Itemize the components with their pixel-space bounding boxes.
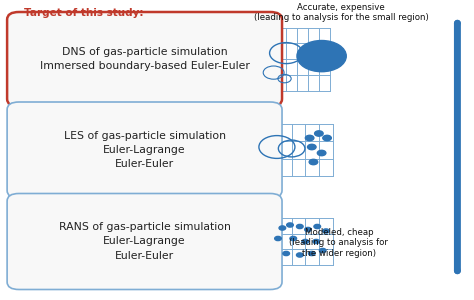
Text: Euler-Lagrange: Euler-Lagrange	[103, 145, 186, 155]
Text: Target of this study:: Target of this study:	[24, 8, 143, 17]
Circle shape	[279, 226, 286, 230]
Text: Euler-Lagrange: Euler-Lagrange	[103, 236, 186, 247]
Circle shape	[283, 251, 290, 256]
Circle shape	[319, 248, 326, 253]
Text: DNS of gas-particle simulation: DNS of gas-particle simulation	[62, 47, 228, 57]
Text: Euler-Euler: Euler-Euler	[115, 251, 174, 261]
Circle shape	[309, 251, 315, 256]
Circle shape	[317, 150, 326, 156]
Circle shape	[297, 40, 346, 72]
Circle shape	[323, 135, 331, 141]
Text: Accurate, expensive
(leading to analysis for the small region): Accurate, expensive (leading to analysis…	[254, 3, 428, 22]
Text: LES of gas-particle simulation: LES of gas-particle simulation	[64, 130, 226, 141]
Circle shape	[305, 227, 311, 232]
Text: Euler-Euler: Euler-Euler	[115, 159, 174, 170]
Circle shape	[296, 253, 303, 257]
Circle shape	[290, 236, 297, 241]
Text: RANS of gas-particle simulation: RANS of gas-particle simulation	[59, 222, 230, 232]
Circle shape	[305, 135, 314, 141]
Text: Modeled, cheap
(leading to analysis for
the wider region): Modeled, cheap (leading to analysis for …	[290, 228, 388, 258]
Circle shape	[308, 144, 316, 150]
FancyBboxPatch shape	[7, 194, 282, 290]
FancyBboxPatch shape	[7, 12, 282, 106]
Circle shape	[287, 223, 293, 227]
Circle shape	[302, 239, 309, 244]
Circle shape	[309, 159, 318, 165]
Text: Immersed boundary-based Euler-Euler: Immersed boundary-based Euler-Euler	[40, 61, 249, 71]
Circle shape	[313, 239, 319, 244]
Circle shape	[274, 236, 281, 241]
Circle shape	[296, 224, 303, 229]
Circle shape	[323, 229, 329, 233]
Circle shape	[314, 224, 320, 229]
Circle shape	[315, 131, 323, 136]
FancyBboxPatch shape	[7, 102, 282, 198]
